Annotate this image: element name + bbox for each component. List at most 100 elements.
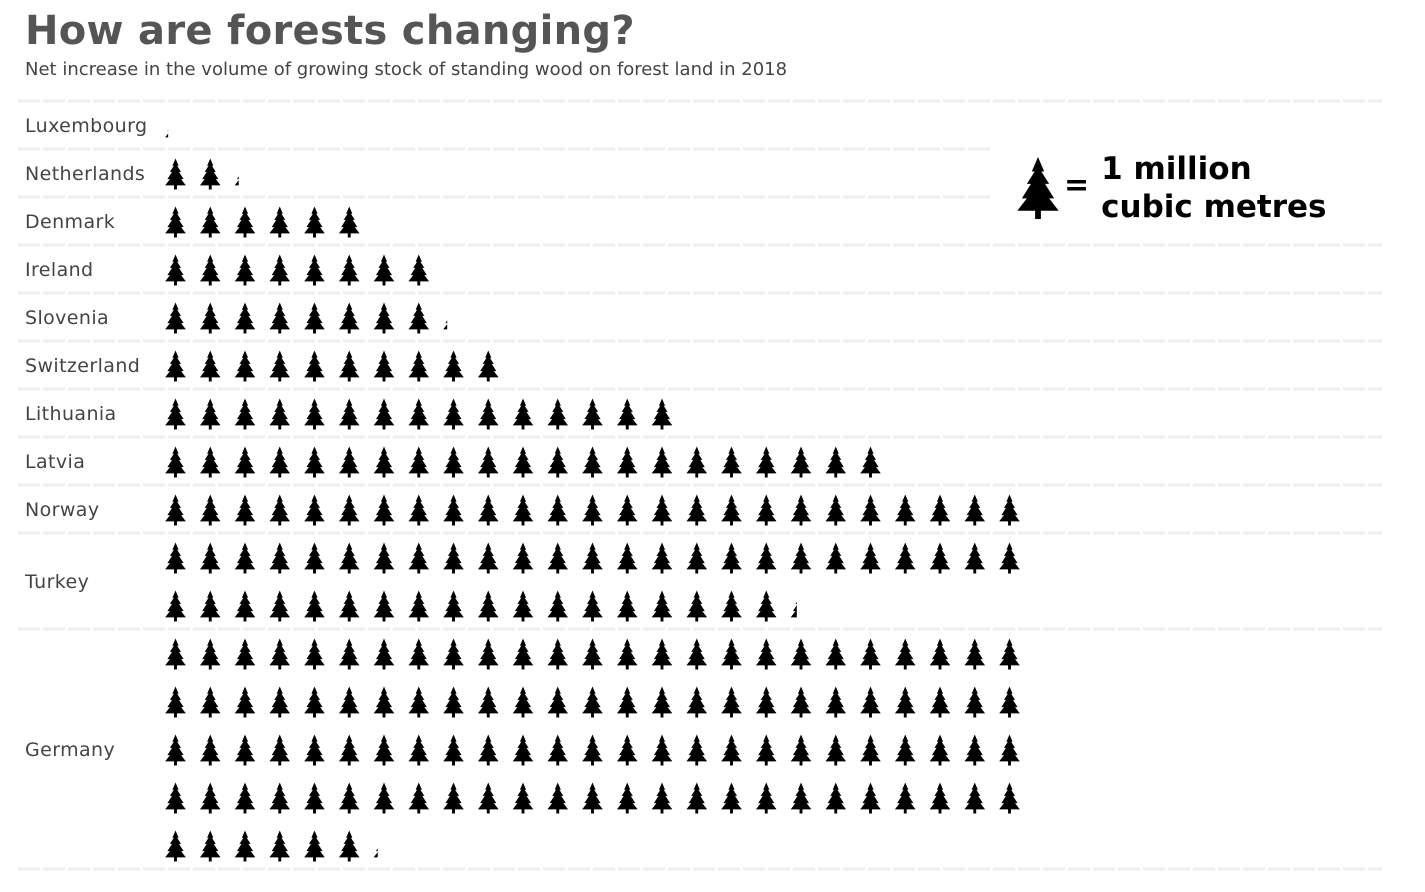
tree-mark bbox=[860, 542, 881, 574]
tree-icon bbox=[269, 830, 291, 862]
tree-mark bbox=[512, 542, 534, 574]
tree-icon bbox=[721, 686, 742, 718]
tree-mark bbox=[582, 734, 603, 766]
tree-icon bbox=[999, 494, 1020, 526]
partial-tree-mark bbox=[443, 302, 448, 334]
tree-icon bbox=[547, 494, 569, 526]
partial-tree-mark bbox=[790, 590, 797, 622]
tree-icon bbox=[929, 638, 951, 670]
tree-mark bbox=[929, 734, 951, 766]
tree-icon bbox=[860, 494, 881, 526]
row-label: Turkey bbox=[24, 571, 89, 593]
tree-icon bbox=[408, 542, 430, 574]
tree-icon bbox=[999, 638, 1020, 670]
tree-icon bbox=[338, 782, 360, 814]
tree-icon bbox=[582, 398, 603, 430]
tree-icon bbox=[582, 782, 603, 814]
row-label: Switzerland bbox=[25, 355, 140, 377]
tree-icon bbox=[755, 590, 777, 622]
tree-mark bbox=[199, 686, 221, 718]
tree-mark bbox=[790, 686, 812, 718]
tree-mark bbox=[894, 782, 916, 814]
tree-icon bbox=[165, 110, 169, 142]
tree-icon bbox=[616, 686, 638, 718]
tree-mark bbox=[408, 638, 430, 670]
tree-mark bbox=[721, 590, 742, 622]
tree-icon bbox=[373, 446, 395, 478]
tree-mark bbox=[686, 590, 708, 622]
tree-mark bbox=[825, 542, 847, 574]
tree-mark bbox=[304, 494, 325, 526]
tree-mark bbox=[512, 638, 534, 670]
tree-mark bbox=[964, 494, 986, 526]
tree-icon bbox=[304, 542, 325, 574]
tree-icon bbox=[547, 638, 569, 670]
tree-icon bbox=[338, 638, 360, 670]
row-label: Ireland bbox=[25, 259, 94, 281]
tree-icon bbox=[721, 638, 742, 670]
tree-icon bbox=[165, 590, 186, 622]
tree-mark bbox=[721, 446, 742, 478]
tree-icon bbox=[825, 734, 847, 766]
tree-icon bbox=[860, 446, 881, 478]
tree-icon bbox=[547, 686, 569, 718]
tree-icon bbox=[721, 734, 742, 766]
tree-mark bbox=[894, 686, 916, 718]
tree-icon bbox=[825, 446, 847, 478]
tree-mark bbox=[443, 590, 464, 622]
row-label: Norway bbox=[25, 499, 99, 521]
tree-mark bbox=[304, 542, 325, 574]
tree-icon bbox=[304, 830, 325, 862]
tree-icon bbox=[443, 350, 464, 382]
tree-mark bbox=[234, 398, 256, 430]
tree-icon bbox=[894, 734, 916, 766]
partial-tree-mark bbox=[234, 158, 239, 190]
tree-mark bbox=[165, 638, 186, 670]
tree-mark bbox=[373, 638, 395, 670]
tree-icon bbox=[234, 302, 256, 334]
tree-icon bbox=[721, 542, 742, 574]
tree-mark bbox=[373, 302, 395, 334]
tree-icon bbox=[999, 734, 1020, 766]
tree-icon bbox=[547, 734, 569, 766]
tree-icon bbox=[616, 782, 638, 814]
tree-icon bbox=[165, 206, 186, 238]
tree-icon bbox=[234, 446, 256, 478]
tree-icon bbox=[512, 398, 534, 430]
tree-mark bbox=[790, 446, 812, 478]
tree-mark bbox=[199, 830, 221, 862]
tree-mark bbox=[999, 494, 1020, 526]
tree-icon bbox=[165, 398, 186, 430]
tree-icon bbox=[860, 686, 881, 718]
tree-mark bbox=[616, 638, 638, 670]
tree-mark bbox=[651, 542, 673, 574]
tree-mark bbox=[165, 542, 186, 574]
tree-icon bbox=[686, 638, 708, 670]
tree-icon bbox=[512, 542, 534, 574]
chart-title: How are forests changing? bbox=[25, 8, 635, 54]
tree-mark bbox=[477, 446, 499, 478]
tree-mark bbox=[825, 638, 847, 670]
tree-mark bbox=[269, 398, 291, 430]
tree-icon bbox=[1016, 157, 1060, 219]
row-label: Germany bbox=[25, 739, 115, 761]
tree-mark bbox=[686, 686, 708, 718]
tree-icon bbox=[199, 542, 221, 574]
tree-icon bbox=[165, 254, 186, 286]
tree-mark bbox=[165, 590, 186, 622]
tree-icon bbox=[304, 734, 325, 766]
tree-icon bbox=[894, 638, 916, 670]
tree-icon bbox=[790, 446, 812, 478]
partial-tree-mark bbox=[373, 830, 378, 862]
tree-icon bbox=[825, 638, 847, 670]
tree-mark bbox=[373, 542, 395, 574]
tree-mark bbox=[825, 446, 847, 478]
tree-icon bbox=[443, 446, 464, 478]
tree-icon bbox=[338, 686, 360, 718]
tree-mark bbox=[616, 398, 638, 430]
tree-icon bbox=[373, 590, 395, 622]
tree-mark bbox=[269, 590, 291, 622]
tree-mark bbox=[234, 494, 256, 526]
tree-icon bbox=[373, 782, 395, 814]
